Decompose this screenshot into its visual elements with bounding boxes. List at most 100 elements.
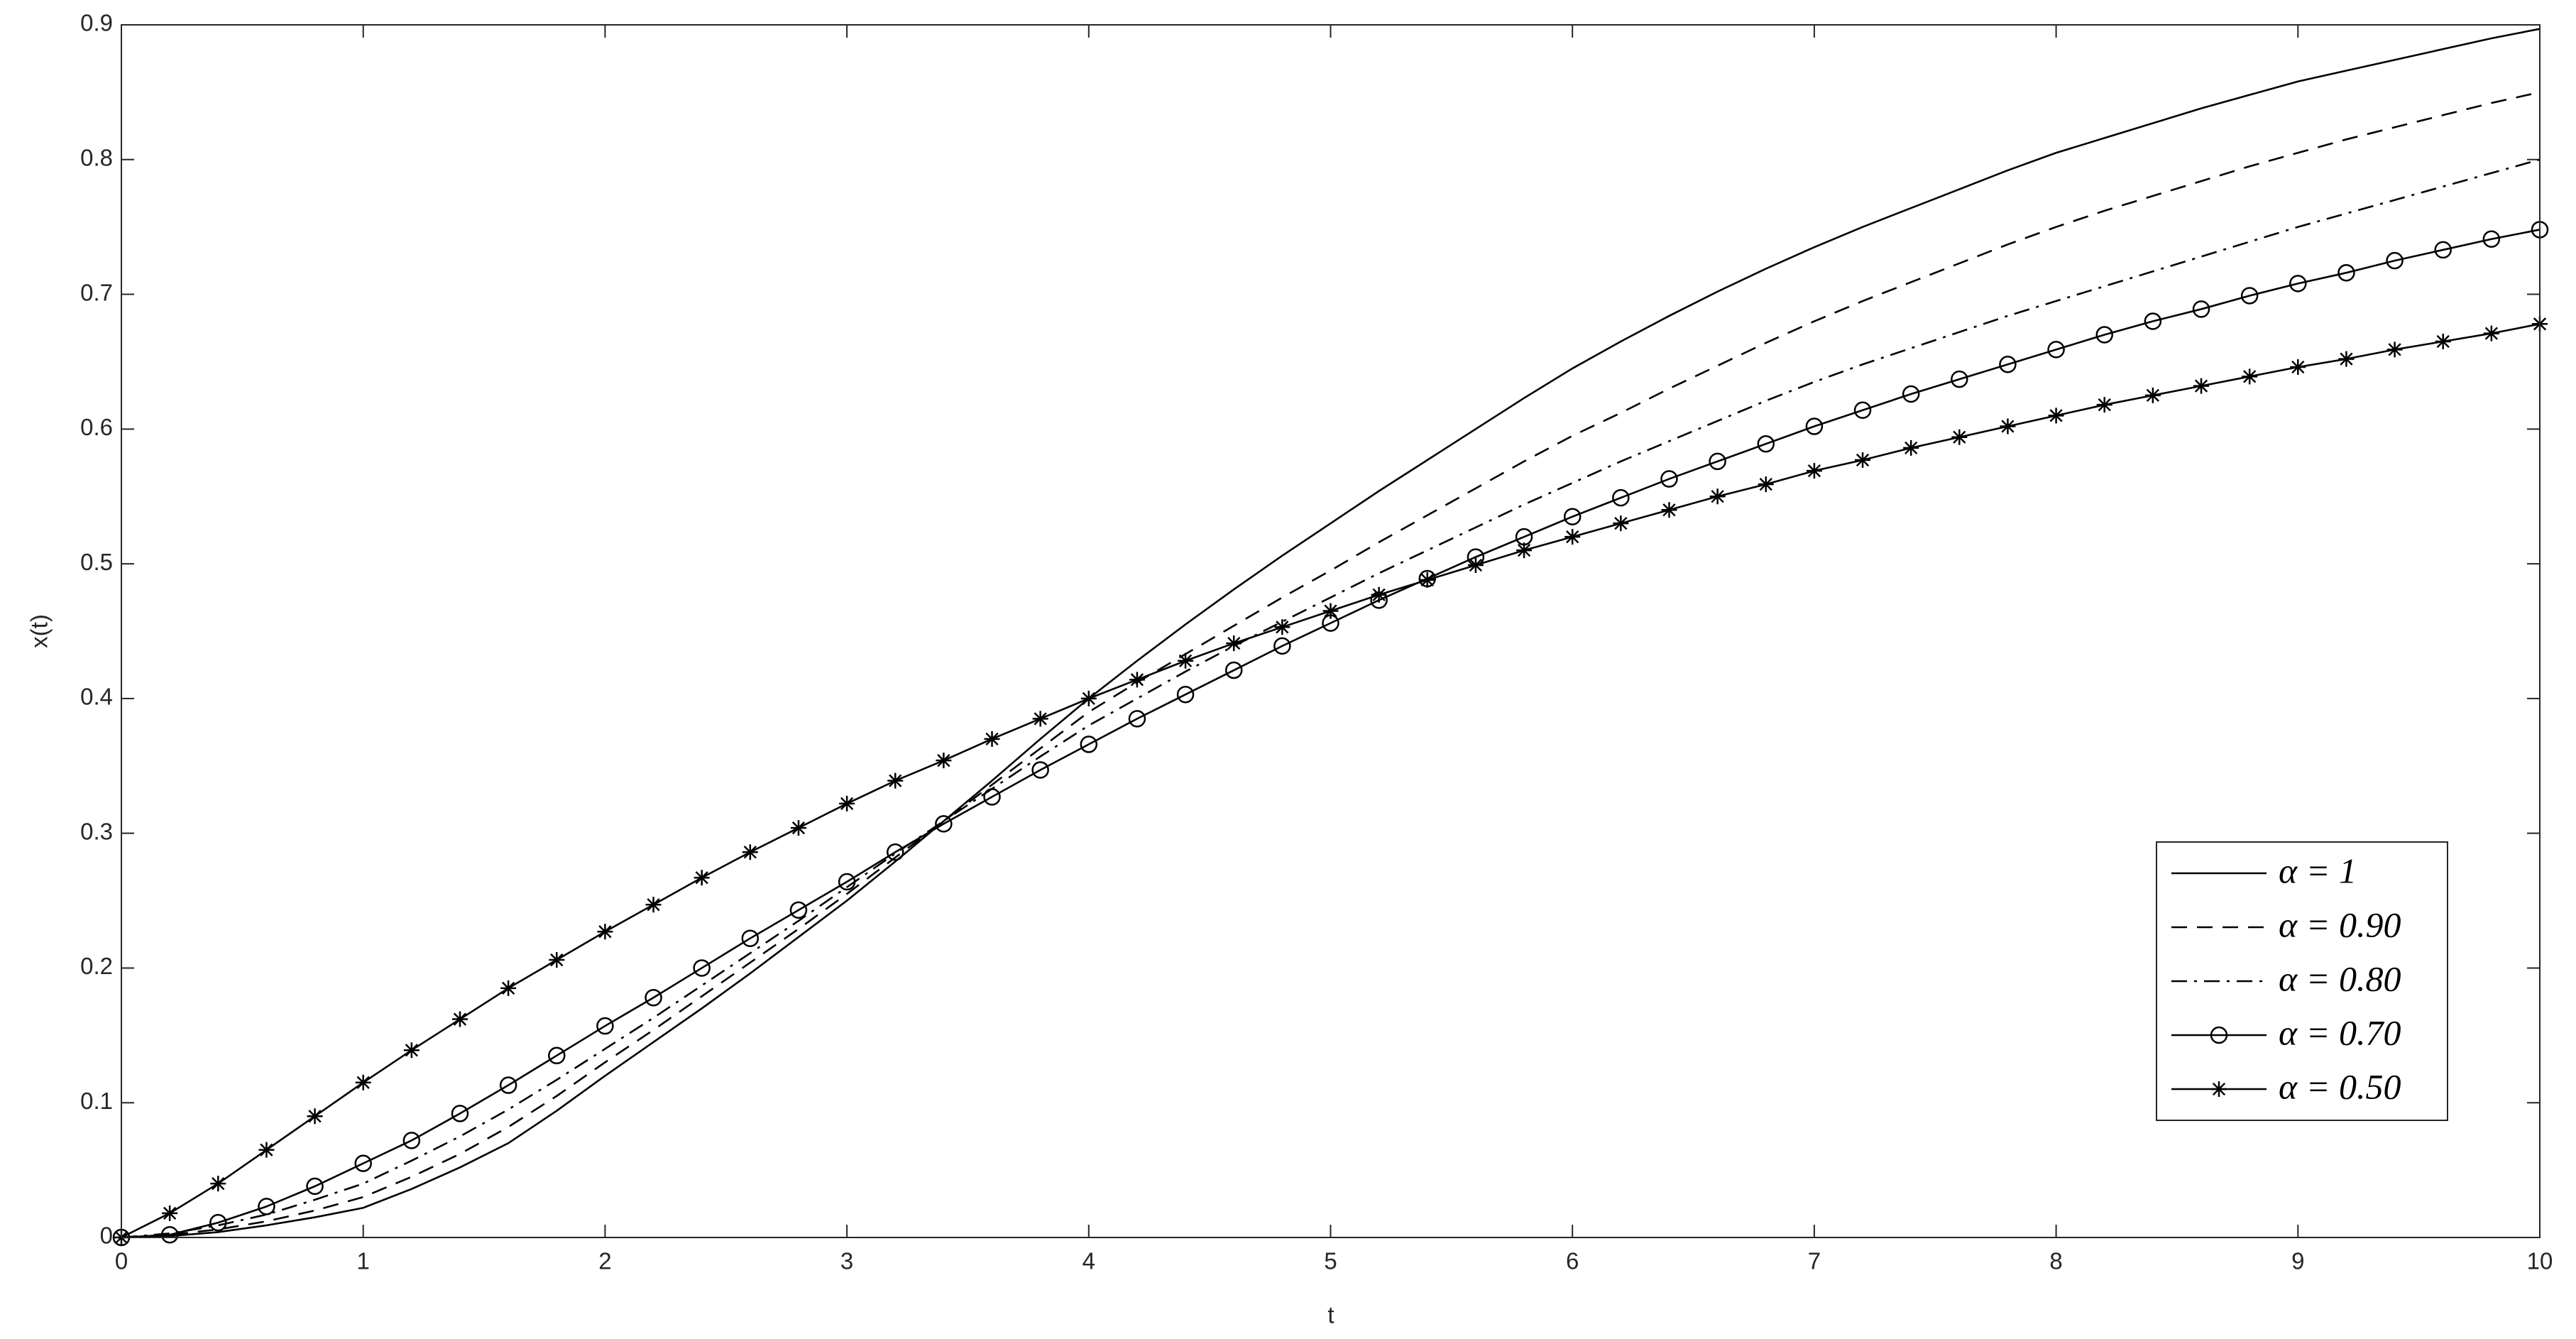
marker-star bbox=[307, 1108, 323, 1125]
marker-circle bbox=[935, 815, 953, 833]
marker-star bbox=[2435, 333, 2451, 349]
marker-circle bbox=[548, 1046, 566, 1065]
marker-star bbox=[2096, 397, 2112, 413]
marker-circle bbox=[160, 1225, 179, 1244]
marker-star bbox=[2144, 387, 2161, 403]
marker-circle bbox=[209, 1213, 227, 1232]
legend-label: α = 0.50 bbox=[2279, 1066, 2401, 1106]
x-tick-label: 5 bbox=[1324, 1248, 1337, 1274]
marker-star bbox=[790, 820, 806, 836]
marker-circle bbox=[645, 988, 662, 1007]
marker-circle bbox=[789, 901, 808, 919]
marker-star bbox=[1564, 529, 1581, 545]
marker-star bbox=[2000, 418, 2016, 435]
marker-circle bbox=[2144, 312, 2162, 330]
y-axis-label: x(t) bbox=[26, 614, 53, 648]
marker-star bbox=[1758, 476, 1774, 493]
marker-star bbox=[210, 1176, 226, 1192]
marker-star bbox=[936, 753, 952, 769]
legend-label: α = 0.70 bbox=[2279, 1012, 2401, 1052]
marker-star bbox=[597, 924, 613, 940]
series-line bbox=[121, 91, 2541, 1239]
marker-circle bbox=[1031, 761, 1049, 779]
marker-circle bbox=[258, 1198, 275, 1215]
y-tick-label: 0.7 bbox=[80, 279, 113, 305]
marker-star bbox=[2338, 351, 2355, 367]
x-tick-label: 3 bbox=[840, 1248, 853, 1274]
marker-star bbox=[742, 844, 758, 860]
marker-star bbox=[984, 731, 1000, 747]
marker-circle bbox=[693, 959, 711, 977]
x-tick-label: 4 bbox=[1083, 1248, 1095, 1274]
marker-star bbox=[1226, 635, 1242, 652]
marker-circle bbox=[1080, 736, 1098, 753]
y-tick-label: 0.5 bbox=[80, 549, 113, 575]
marker-circle bbox=[2240, 287, 2259, 305]
marker-star bbox=[1806, 463, 1822, 479]
x-tick-label: 0 bbox=[115, 1248, 128, 1274]
marker-circle bbox=[1805, 417, 1824, 435]
marker-star bbox=[2211, 1081, 2227, 1097]
marker-star bbox=[1903, 439, 1919, 456]
marker-star bbox=[1709, 488, 1726, 505]
marker-star bbox=[1467, 557, 1484, 574]
marker-star bbox=[1951, 429, 1968, 445]
marker-circle bbox=[1757, 435, 1775, 453]
legend: α = 1 α = 0.90 α = 0.80 α = 0.70 α = 0.50 bbox=[2156, 841, 2448, 1121]
marker-star bbox=[1032, 711, 1048, 727]
marker-circle bbox=[2434, 241, 2452, 259]
marker-star bbox=[2483, 325, 2499, 341]
marker-circle bbox=[1176, 685, 1195, 704]
x-tick-label: 10 bbox=[2527, 1248, 2553, 1274]
y-tick-label: 0 bbox=[100, 1223, 113, 1249]
series-line bbox=[121, 28, 2541, 1239]
x-tick-label: 2 bbox=[598, 1248, 611, 1274]
marker-circle bbox=[354, 1154, 372, 1172]
marker-circle bbox=[983, 788, 1001, 806]
marker-circle bbox=[499, 1076, 517, 1094]
marker-circle bbox=[402, 1132, 421, 1149]
marker-star bbox=[355, 1074, 371, 1091]
marker-circle bbox=[1128, 710, 1146, 728]
marker-circle bbox=[2482, 230, 2501, 248]
y-tick-label: 0.8 bbox=[80, 144, 113, 170]
marker-circle bbox=[2095, 326, 2113, 344]
marker-star bbox=[1855, 452, 1871, 468]
marker-circle bbox=[2289, 275, 2307, 293]
marker-star bbox=[451, 1011, 468, 1027]
marker-star bbox=[2048, 408, 2064, 424]
marker-circle bbox=[1902, 385, 1920, 403]
marker-star bbox=[500, 980, 517, 996]
marker-star bbox=[887, 772, 904, 789]
marker-circle bbox=[1853, 401, 1872, 420]
y-tick-label: 0.1 bbox=[80, 1088, 113, 1114]
marker-star bbox=[1661, 502, 1677, 518]
marker-star bbox=[403, 1042, 420, 1059]
marker-circle bbox=[1273, 637, 1291, 655]
x-tick-label: 6 bbox=[1566, 1248, 1579, 1274]
marker-circle bbox=[2047, 341, 2065, 359]
marker-circle bbox=[2337, 263, 2355, 282]
marker-circle bbox=[886, 843, 904, 861]
marker-star bbox=[2290, 359, 2306, 376]
marker-circle bbox=[838, 873, 856, 891]
marker-star bbox=[258, 1142, 275, 1158]
marker-star bbox=[2193, 378, 2210, 394]
marker-star bbox=[1371, 586, 1387, 603]
marker-star bbox=[839, 795, 855, 811]
legend-label: α = 0.90 bbox=[2279, 904, 2401, 944]
series-line bbox=[121, 158, 2541, 1239]
x-tick-label: 9 bbox=[2291, 1248, 2304, 1274]
x-tick-label: 7 bbox=[1808, 1248, 1821, 1274]
marker-circle bbox=[1612, 488, 1630, 507]
x-axis-label: t bbox=[1327, 1302, 1334, 1328]
marker-circle bbox=[1951, 370, 1968, 388]
x-tick-label: 8 bbox=[2049, 1248, 2062, 1274]
marker-circle bbox=[451, 1105, 469, 1122]
marker-circle bbox=[2192, 300, 2210, 318]
marker-star bbox=[694, 870, 710, 886]
marker-star bbox=[549, 952, 565, 968]
marker-star bbox=[162, 1205, 178, 1221]
